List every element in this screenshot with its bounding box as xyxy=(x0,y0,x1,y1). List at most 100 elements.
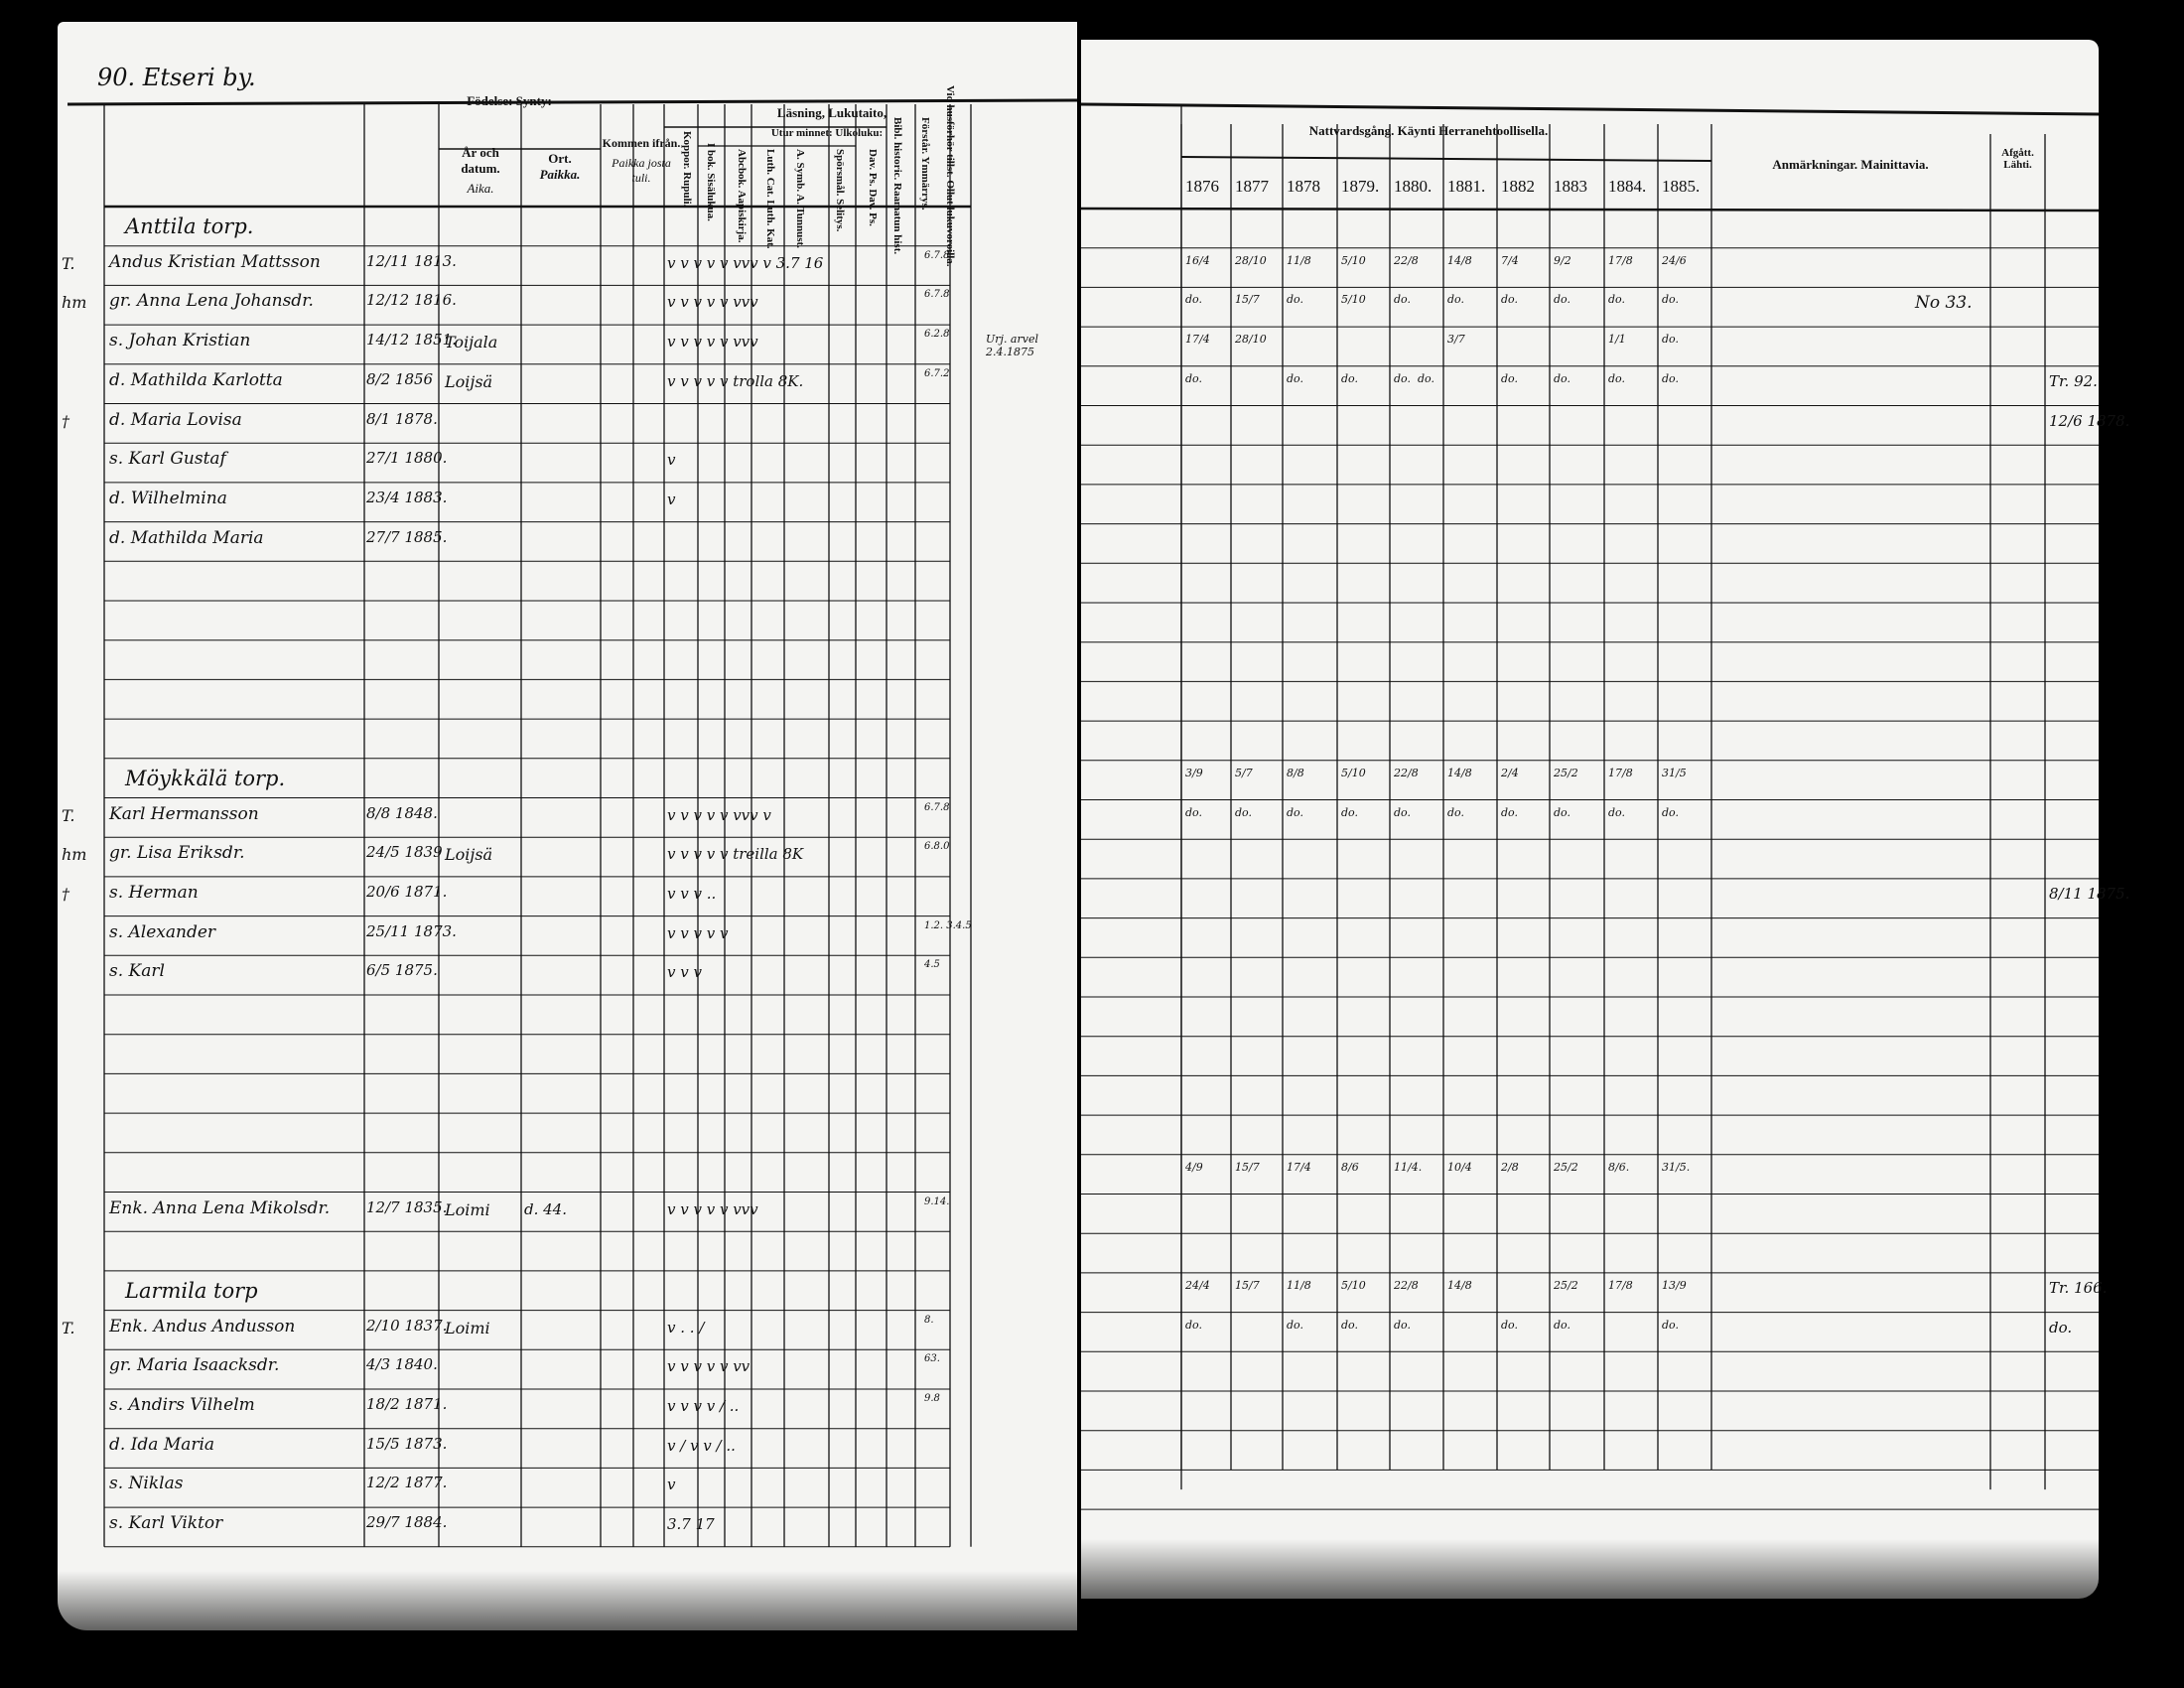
communion-date: 14/8 xyxy=(1447,253,1472,267)
communion-date: 3/9 xyxy=(1185,766,1203,779)
exam-marks: 6.8.0 xyxy=(924,841,950,853)
communion-date: 22/8 xyxy=(1394,1278,1419,1292)
reading-marks: v xyxy=(667,451,676,470)
birth-date: 15/5 1873. xyxy=(366,1434,448,1453)
person-name: s. Niklas xyxy=(109,1474,184,1494)
communion-date: do. xyxy=(1554,371,1570,385)
reading-marks: v v v v v xyxy=(667,923,729,942)
person-name: s. Karl xyxy=(109,961,165,982)
exam-marks: 63. xyxy=(924,1353,940,1365)
communion-date: 2/4 xyxy=(1501,766,1519,779)
communion-date: 31/5. xyxy=(1662,1160,1691,1174)
year-header: 1880. xyxy=(1394,177,1433,196)
header-came-from-fi: Paikka josta tuli. xyxy=(612,156,671,185)
year-header: 1882 xyxy=(1501,177,1535,196)
header-understanding: Förstår. Ymmärrys. xyxy=(919,117,931,211)
communion-date: 24/6 xyxy=(1662,253,1687,267)
birth-date: 20/6 1871. xyxy=(366,882,448,901)
header-catechetical: Vid husförhör tillst. Ollut lukuvoroilla… xyxy=(944,85,956,267)
left-table-grid xyxy=(67,98,1077,1548)
header-birth: Födelse: Synty: xyxy=(467,93,552,108)
communion-date: do. xyxy=(1341,371,1358,385)
birth-date: 14/12 1851. xyxy=(366,331,457,350)
remark: No 33. xyxy=(1915,293,1973,314)
header-communion: Nattvardsgång. Käynti Herranehtoollisell… xyxy=(1308,123,1549,138)
person-name: d. Ida Maria xyxy=(109,1434,215,1455)
communion-date: 9/2 xyxy=(1554,253,1571,267)
communion-date: 10/4 xyxy=(1447,1160,1472,1174)
exam-marks: 6.7.8 xyxy=(924,289,950,301)
person-name: s. Karl Viktor xyxy=(109,1513,223,1534)
person-name: Andus Kristian Mattsson xyxy=(109,251,321,272)
right-page: Nattvardsgång. Käynti Herranehtoollisell… xyxy=(1081,40,2129,1599)
communion-date: do. xyxy=(1554,293,1570,307)
birth-date: 12/12 1816. xyxy=(366,291,457,310)
communion-date: do. xyxy=(1394,371,1411,385)
birth-date: 8/8 1848. xyxy=(366,803,438,822)
year-header: 1879. xyxy=(1341,177,1380,196)
communion-date: do. xyxy=(1341,1318,1358,1332)
person-name: Larmila torp xyxy=(125,1278,258,1303)
birth-date: 27/1 1880. xyxy=(366,449,448,468)
rule-line xyxy=(1180,156,1712,162)
birth-place: Loimi xyxy=(445,1199,490,1219)
reading-marks: v v v .. xyxy=(667,884,717,903)
communion-date: 14/8 xyxy=(1447,1278,1472,1292)
person-name: d. Wilhelmina xyxy=(109,488,227,508)
person-name: Karl Hermansson xyxy=(109,803,259,824)
communion-date: 17/4 xyxy=(1185,333,1210,347)
header-departed: Afgått. Lähti. xyxy=(2001,147,2034,171)
communion-date: do. xyxy=(1394,805,1411,819)
communion-date: 25/2 xyxy=(1554,766,1578,779)
communion-date: do. xyxy=(1501,1318,1518,1332)
reading-marks: v v v v v vvv xyxy=(667,293,758,312)
communion-date: 25/2 xyxy=(1554,1160,1578,1174)
reading-marks: v v v v v vvv xyxy=(667,333,758,352)
page-shadow xyxy=(1081,1539,2099,1599)
left-page: 90. Etseri by. Födelse: Synty: År och da… xyxy=(58,22,1077,1630)
header-by-heart: Utur minnet: Ulkoluku: xyxy=(770,127,884,139)
communion-date: 7/4 xyxy=(1501,253,1519,267)
header-year-date-fi: Aika. xyxy=(467,181,494,196)
communion-date: 2/8 xyxy=(1501,1160,1519,1174)
birth-place: Loijsä xyxy=(445,845,493,865)
header-abc: Abcbok. Aapiskirja. xyxy=(736,149,748,243)
communion-date: 8/8 xyxy=(1287,766,1304,779)
birth-date: 6/5 1875. xyxy=(366,961,438,980)
birth-date: 24/5 1839 xyxy=(366,843,443,862)
communion-date: do. xyxy=(1501,371,1518,385)
header-place-fi: Paikka. xyxy=(539,167,581,182)
birth-date: 8/1 1878. xyxy=(366,409,438,428)
communion-date: 14/8 xyxy=(1447,766,1472,779)
person-name: Anttila torp. xyxy=(125,214,254,238)
header-catechism: Luth. Cat. Luth. Kat. xyxy=(764,149,776,249)
communion-date: do. xyxy=(1662,333,1679,347)
communion-date: 25/2 xyxy=(1554,1278,1578,1292)
communion-date: 13/9 xyxy=(1662,1278,1687,1292)
year-header: 1878 xyxy=(1287,177,1320,196)
communion-date: 3/7 xyxy=(1447,333,1465,347)
departed-note: 12/6 1878. xyxy=(2049,411,2130,430)
birth-date: 18/2 1871. xyxy=(366,1395,448,1413)
communion-date: 24/4 xyxy=(1185,1278,1210,1292)
communion-date: do. xyxy=(1287,371,1303,385)
birth-date: 29/7 1884. xyxy=(366,1513,448,1532)
birth-date: 12/7 1835. xyxy=(366,1197,448,1216)
person-name: gr. Maria Isaacksdr. xyxy=(109,1355,280,1376)
row-mark: hm xyxy=(62,845,87,865)
communion-date: 5/10 xyxy=(1341,766,1366,779)
communion-date: do. xyxy=(1501,805,1518,819)
header-questions: Spörsmål. Selitys. xyxy=(834,149,846,232)
header-remarks: Anmärkningar. Mainittavia. xyxy=(1772,157,1929,172)
communion-date: 28/10 xyxy=(1235,333,1267,347)
communion-date: do. xyxy=(1185,1318,1202,1332)
year-header: 1885. xyxy=(1662,177,1701,196)
person-name: s. Herman xyxy=(109,882,199,903)
communion-date: 17/8 xyxy=(1608,253,1633,267)
reading-marks: v v v v v trolla 8K. xyxy=(667,371,804,390)
birth-date: 12/2 1877. xyxy=(366,1474,448,1492)
communion-date: 5/10 xyxy=(1341,253,1366,267)
communion-date: do. xyxy=(1287,805,1303,819)
header-bible-history: Bibl. historic. Raamatun hist. xyxy=(891,117,903,255)
communion-date: do. xyxy=(1662,1318,1679,1332)
